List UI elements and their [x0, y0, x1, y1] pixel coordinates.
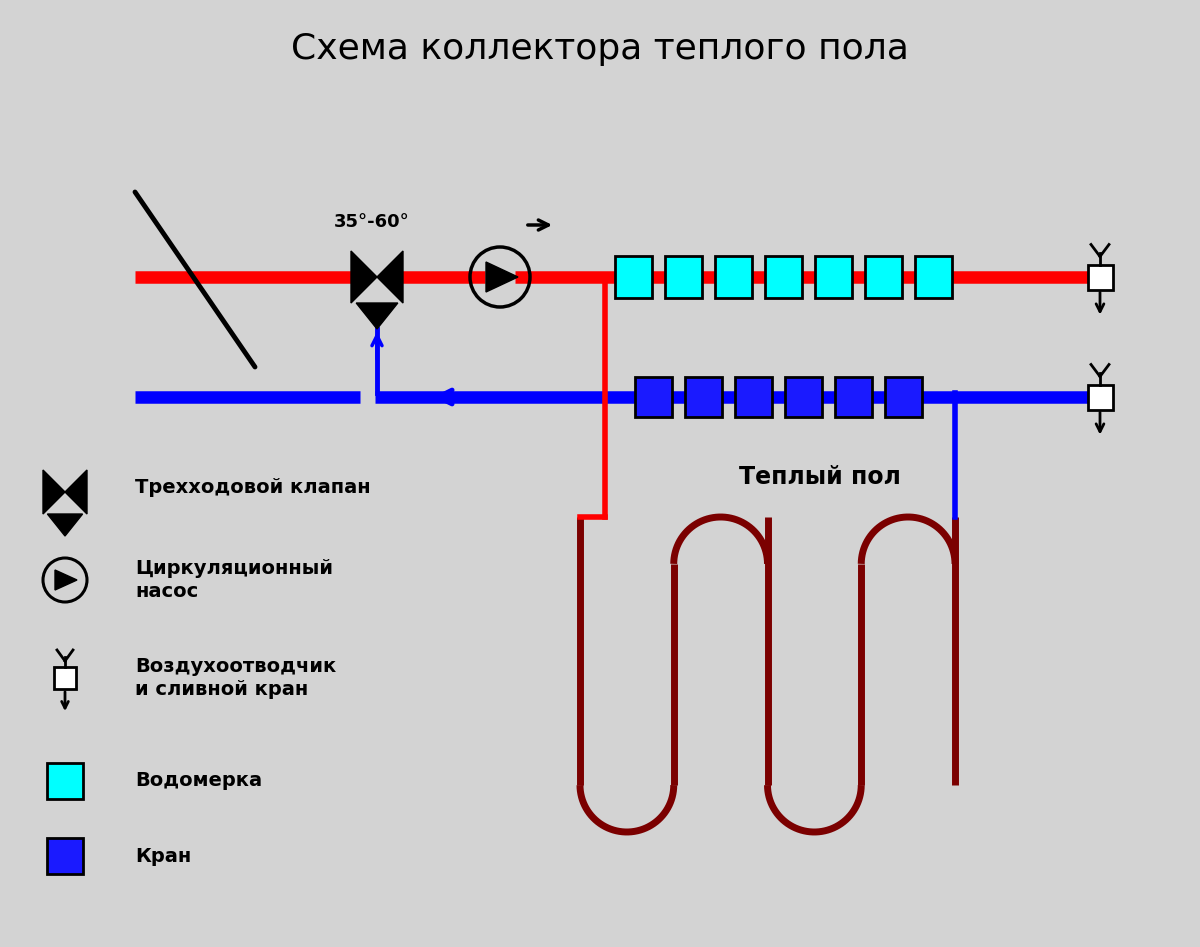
Text: Циркуляционный
насос: Циркуляционный насос	[134, 559, 334, 601]
FancyBboxPatch shape	[685, 377, 722, 417]
Polygon shape	[486, 262, 518, 292]
Text: Схема коллектора теплого пола: Схема коллектора теплого пола	[292, 32, 908, 66]
Text: Теплый пол: Теплый пол	[739, 465, 901, 489]
Polygon shape	[352, 251, 377, 303]
FancyBboxPatch shape	[785, 377, 822, 417]
FancyBboxPatch shape	[815, 256, 852, 298]
Polygon shape	[377, 251, 403, 303]
Text: Водомерка: Водомерка	[134, 772, 262, 791]
FancyBboxPatch shape	[886, 377, 922, 417]
FancyBboxPatch shape	[1087, 264, 1112, 290]
FancyBboxPatch shape	[47, 838, 83, 874]
FancyBboxPatch shape	[766, 256, 802, 298]
FancyBboxPatch shape	[865, 256, 902, 298]
Text: Кран: Кран	[134, 847, 191, 866]
FancyBboxPatch shape	[734, 377, 772, 417]
FancyBboxPatch shape	[616, 256, 652, 298]
Polygon shape	[48, 514, 83, 536]
FancyBboxPatch shape	[1087, 384, 1112, 409]
Text: Трехходовой клапан: Трехходовой клапан	[134, 477, 371, 496]
FancyBboxPatch shape	[54, 667, 76, 689]
FancyBboxPatch shape	[47, 763, 83, 799]
FancyBboxPatch shape	[665, 256, 702, 298]
Text: 35°-60°: 35°-60°	[334, 213, 410, 231]
FancyBboxPatch shape	[835, 377, 872, 417]
Polygon shape	[55, 570, 77, 590]
Polygon shape	[65, 470, 88, 514]
Text: Воздухоотводчик
и сливной кран: Воздухоотводчик и сливной кран	[134, 657, 336, 699]
Polygon shape	[43, 470, 65, 514]
FancyBboxPatch shape	[715, 256, 752, 298]
FancyBboxPatch shape	[916, 256, 952, 298]
Polygon shape	[356, 303, 398, 329]
FancyBboxPatch shape	[635, 377, 672, 417]
